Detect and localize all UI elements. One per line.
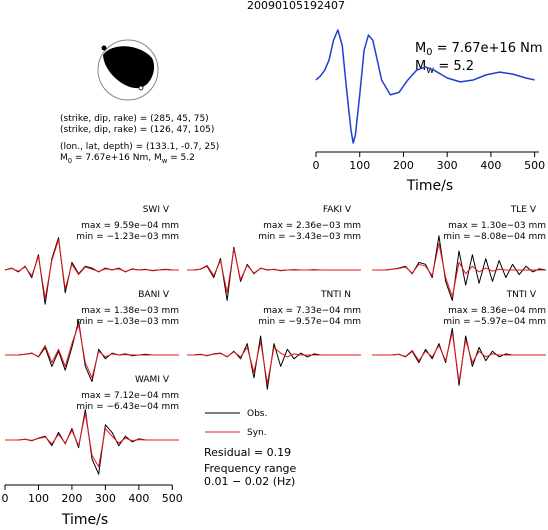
text-part: M <box>415 59 426 74</box>
station-name: TNTI V <box>506 290 537 300</box>
frequency-range: 0.01 − 0.02 (Hz) <box>204 475 295 488</box>
x-tick-label: 500 <box>524 159 545 172</box>
synthetic-trace <box>187 341 361 384</box>
moment-annotation: M0 = 7.67e+16 Nm <box>415 41 543 58</box>
station-name: TNTI N <box>320 290 351 300</box>
location-line: (lon., lat, depth) = (133.1, -0.7, 25) <box>60 142 219 152</box>
text-part: = 7.67e+16 Nm <box>432 41 542 56</box>
max-amplitude: max = 7.12e−04 mm <box>81 391 179 401</box>
x-tick-label: 400 <box>480 159 501 172</box>
x-tick-label: 100 <box>349 159 370 172</box>
min-amplitude: min = −9.57e−04 mm <box>258 317 361 327</box>
subscript: 0 <box>426 47 432 58</box>
x-tick-label: 100 <box>28 492 49 505</box>
subscript: w <box>426 65 434 76</box>
max-amplitude: max = 9.59e−04 mm <box>81 221 179 231</box>
moment-line: M0 = 7.67e+16 Nm, Mw = 5.2 <box>60 153 195 165</box>
observed-trace <box>5 320 179 383</box>
station-name: FAKI V <box>323 205 352 215</box>
min-amplitude: min = −1.03e−03 mm <box>76 317 179 327</box>
x-tick-label: 0 <box>313 159 320 172</box>
magnitude-annotation: Mw = 5.2 <box>415 59 474 76</box>
max-amplitude: max = 2.36e−03 mm <box>263 221 361 231</box>
x-axis-label: Time/s <box>406 178 453 194</box>
text-part: = 5.2 <box>434 59 474 74</box>
min-amplitude: min = −5.97e−04 mm <box>443 317 546 327</box>
x-tick-label: 300 <box>95 492 116 505</box>
station-name: BANI V <box>138 290 170 300</box>
synthetic-trace <box>5 412 179 468</box>
synthetic-trace <box>4 239 179 299</box>
source-time-function <box>315 29 535 144</box>
station-name: SWI V <box>143 205 170 215</box>
max-amplitude: max = 1.38e−03 mm <box>81 306 179 316</box>
x-tick-label: 300 <box>437 159 458 172</box>
max-amplitude: max = 8.36e−04 mm <box>448 306 546 316</box>
x-tick-label: 200 <box>61 492 82 505</box>
legend-label: Syn. <box>247 428 267 438</box>
observed-trace <box>372 327 546 386</box>
synthetic-trace <box>5 324 179 379</box>
frequency-title: Frequency range <box>204 462 297 475</box>
text-part: = 7.67e+16 Nm, M <box>72 153 162 163</box>
x-tick-label: 200 <box>393 159 414 172</box>
x-tick-label: 500 <box>162 492 183 505</box>
min-amplitude: min = −8.08e−04 mm <box>443 232 546 242</box>
min-amplitude: min = −3.43e−03 mm <box>258 232 361 242</box>
subscript: w <box>162 157 168 165</box>
max-amplitude: max = 1.30e−03 mm <box>448 221 546 231</box>
text-part: = 5.2 <box>167 153 195 163</box>
residual: Residual = 0.19 <box>204 446 291 459</box>
x-tick-label: 0 <box>2 492 9 505</box>
observed-trace <box>187 335 361 390</box>
observed-trace <box>5 409 179 475</box>
station-name: TLE V <box>510 205 537 215</box>
max-amplitude: max = 7.33e−04 mm <box>263 306 361 316</box>
station-name: WAMI V <box>135 375 170 385</box>
text-part: M <box>60 153 68 163</box>
min-amplitude: min = −1.23e−03 mm <box>76 232 179 242</box>
mechanism-line: (strike, dip, rake) = (285, 45, 75) <box>60 114 209 124</box>
mechanism-line: (strike, dip, rake) = (126, 47, 105) <box>60 125 214 135</box>
synthetic-trace <box>372 242 546 298</box>
title: 20090105192407 <box>247 0 345 12</box>
subscript: 0 <box>68 157 72 165</box>
synthetic-trace <box>372 331 546 383</box>
text-part: M <box>415 41 426 56</box>
legend-label: Obs. <box>247 409 267 419</box>
synthetic-trace <box>187 248 361 294</box>
x-axis-label: Time/s <box>61 512 108 528</box>
min-amplitude: min = −6.43e−04 mm <box>76 402 179 412</box>
x-tick-label: 400 <box>128 492 149 505</box>
beachball <box>97 39 159 101</box>
